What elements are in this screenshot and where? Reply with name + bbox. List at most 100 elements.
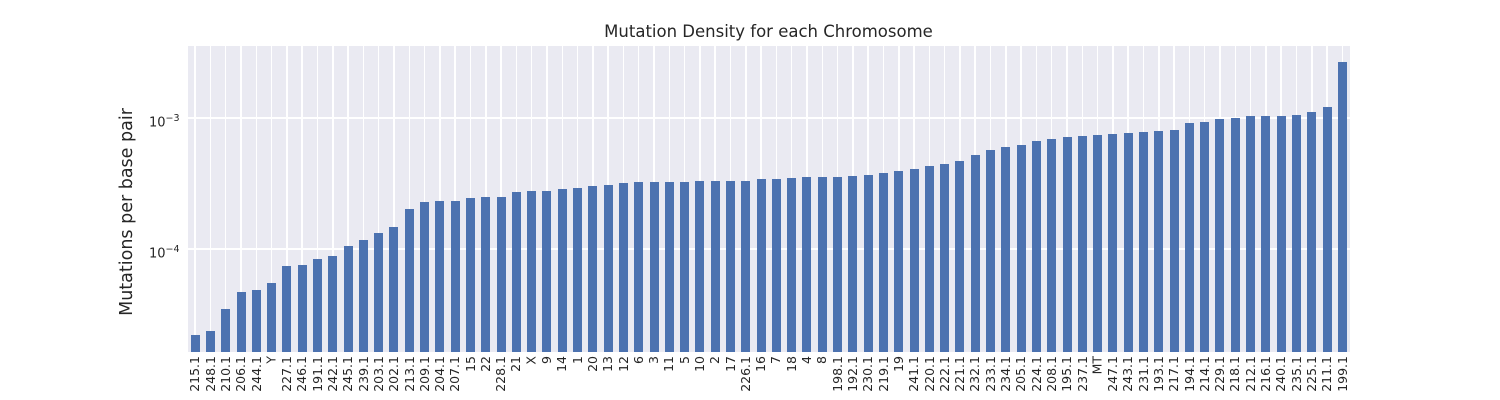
bar — [894, 170, 904, 352]
bar — [588, 185, 598, 352]
x-gridline — [194, 46, 196, 352]
x-gridline — [454, 46, 456, 352]
bar — [1108, 133, 1118, 352]
x-tick-label: 206.1 — [233, 356, 249, 392]
x-tick-label: 19 — [890, 356, 906, 372]
x-tick-label: 219.1 — [875, 356, 891, 392]
bar — [389, 227, 399, 352]
x-tick-label: 6 — [630, 356, 646, 364]
x-tick-label: 222.1 — [936, 356, 952, 392]
x-tick-label: 232.1 — [967, 356, 983, 392]
x-tick-label: 233.1 — [982, 356, 998, 392]
bar — [680, 181, 690, 352]
x-tick-label: 192.1 — [844, 356, 860, 392]
chart-title: Mutation Density for each Chromosome — [604, 22, 933, 41]
bar — [1016, 145, 1026, 352]
bar — [924, 166, 934, 352]
x-gridline — [209, 46, 212, 352]
bar — [1261, 115, 1271, 352]
x-tick-label: 193.1 — [1150, 356, 1166, 392]
x-gridline — [362, 46, 365, 352]
bar — [465, 198, 475, 352]
bar — [833, 176, 843, 352]
x-gridline — [393, 46, 395, 352]
bar — [618, 183, 628, 352]
bar — [542, 191, 552, 352]
y-gridline — [187, 248, 1350, 250]
x-gridline — [423, 46, 426, 352]
bar — [236, 291, 246, 352]
y-axis-label: Mutations per base pair — [117, 108, 137, 316]
bar — [221, 309, 231, 352]
bar — [771, 179, 781, 352]
bar — [634, 181, 644, 352]
x-gridline — [347, 46, 349, 352]
bar — [267, 283, 277, 352]
x-tick-label: 15 — [462, 356, 478, 372]
bar — [1047, 139, 1057, 352]
bar — [573, 188, 583, 352]
x-tick-label: 3 — [646, 356, 662, 364]
y-tick-label: 10−3 — [148, 112, 180, 130]
bar — [741, 181, 751, 352]
x-tick-label: 4 — [799, 356, 814, 364]
bar — [1154, 130, 1164, 352]
bar — [1291, 115, 1301, 352]
bar — [1230, 118, 1240, 352]
x-tick-label: 246.1 — [294, 356, 310, 392]
x-tick-label: 214.1 — [1196, 356, 1212, 392]
x-tick-label: 10 — [691, 356, 707, 372]
x-tick-label: 208.1 — [1043, 356, 1059, 392]
x-tick-label: 243.1 — [1120, 356, 1136, 392]
bar — [205, 330, 215, 352]
x-gridline — [270, 46, 273, 352]
bar — [1062, 137, 1072, 352]
x-gridline — [224, 46, 227, 352]
x-tick-label: 202.1 — [386, 356, 401, 392]
x-tick-label: 241.1 — [906, 356, 922, 392]
bar — [1276, 115, 1286, 352]
bar — [328, 255, 338, 352]
bar — [1215, 119, 1225, 352]
x-tick-label: 224.1 — [1028, 356, 1044, 392]
x-tick-label: 244.1 — [248, 356, 264, 392]
bar — [848, 175, 858, 352]
x-tick-label: 8 — [814, 356, 830, 364]
bar — [940, 163, 950, 352]
x-tick-label: 9 — [538, 356, 554, 364]
x-tick-label: 235.1 — [1288, 356, 1304, 392]
bar — [878, 173, 888, 352]
bar — [970, 154, 980, 352]
x-tick-label: 21 — [508, 356, 524, 372]
bar — [450, 201, 460, 352]
x-tick-label: 212.1 — [1242, 356, 1258, 392]
x-tick-label: 225.1 — [1303, 356, 1319, 392]
x-tick-label: 210.1 — [217, 356, 233, 392]
bar — [726, 181, 735, 352]
x-gridline — [377, 46, 380, 352]
x-tick-label: 11 — [661, 356, 677, 372]
bar — [787, 178, 797, 352]
x-tick-label: 2 — [707, 356, 723, 364]
bar — [557, 189, 567, 352]
x-tick-label: 17 — [722, 356, 738, 372]
bar — [1139, 131, 1148, 352]
x-tick-label: 7 — [768, 356, 784, 364]
bar — [313, 258, 323, 352]
x-tick-label: 245.1 — [340, 356, 356, 392]
bar — [343, 246, 353, 352]
bar — [190, 335, 200, 352]
x-tick-label: 240.1 — [1273, 356, 1289, 392]
bar — [817, 176, 827, 352]
x-tick-label: 12 — [615, 356, 631, 372]
x-tick-label: 216.1 — [1257, 356, 1273, 392]
bar — [1200, 122, 1210, 352]
x-tick-label: Y — [263, 356, 279, 364]
bar — [863, 175, 873, 352]
x-tick-label: 18 — [783, 356, 799, 372]
x-tick-label: 1 — [569, 356, 585, 364]
y-tick-label: 10−4 — [148, 243, 180, 261]
bar — [282, 265, 292, 352]
x-tick-label: 209.1 — [416, 356, 432, 392]
